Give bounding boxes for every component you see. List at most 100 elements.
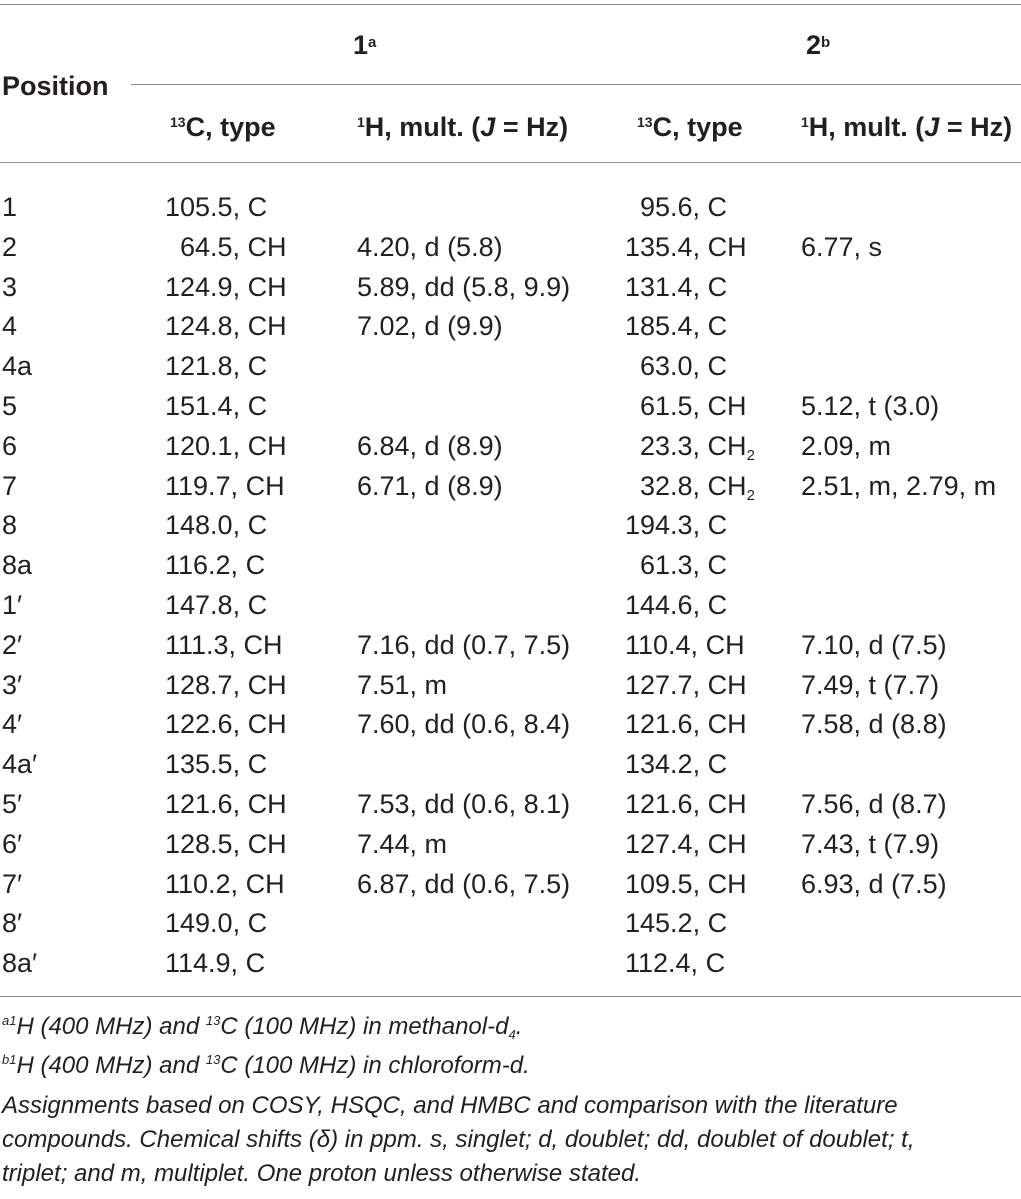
cell-position: 1: [2, 188, 17, 228]
cell-c13-compound-2: 194.3, C: [625, 506, 727, 546]
cell-position-text: 4a: [2, 351, 33, 382]
header-c13-type-1: 13C, type: [170, 112, 276, 142]
cell-c13-compound-2-text: 134.2, C: [625, 749, 728, 780]
cell-c13-compound-2: 112.4, C: [625, 944, 725, 984]
table-row: 2′ 111.3, CH 7.16, dd (0.7, 7.5) 110.4, CH 7…: [0, 626, 1021, 666]
cell-position: 3: [2, 268, 17, 308]
subscript: 2: [746, 486, 755, 504]
table-row: 4a′ 135.5, C 134.2, C: [0, 745, 1021, 785]
cell-c13-compound-1: 105.5, C: [165, 188, 267, 228]
cell-c13-compound-1: 147.8, C: [165, 586, 267, 626]
cell-c13-compound-1: 114.9, C: [165, 944, 265, 984]
cell-position: 4: [2, 307, 17, 347]
cell-c13-compound-1: 122.6, CH: [165, 705, 287, 745]
cell-c13-compound-2-text: 127.4, CH: [625, 828, 747, 859]
header-compound-2: 2b: [806, 30, 831, 60]
cell-position: 6: [2, 427, 17, 467]
cell-h1-compound-2: 5.12, t (3.0): [801, 387, 939, 427]
cell-c13-compound-1: 128.5, CH: [165, 825, 287, 865]
cell-c13-compound-2: 135.4, CH: [625, 228, 747, 268]
cell-position: 7′: [2, 865, 22, 905]
header-compound-1: 1a: [353, 30, 377, 60]
cell-position-text: 8: [2, 510, 18, 541]
table-row: 8′ 149.0, C 145.2, C: [0, 904, 1021, 944]
cell-c13-compound-2-text: 61.3, C: [640, 550, 728, 581]
cell-h1-compound-2-text: 7.56, d (8.7): [801, 788, 947, 819]
cell-c13-compound-2-text: 194.3, C: [625, 510, 728, 541]
cell-position: 4′: [2, 705, 22, 745]
bottom-rule: [0, 996, 1021, 997]
cell-h1-compound-1-text: 7.53, dd (0.6, 8.1): [357, 788, 571, 819]
cell-c13-compound-2-text: 32.8, CH: [640, 470, 747, 501]
cell-h1-compound-1: 7.44, m: [357, 825, 447, 865]
cell-h1-compound-1-text: 7.16, dd (0.7, 7.5): [357, 629, 571, 660]
table-body: 1 105.5, C 95.6, C 2 64.5, CH 4.20, d (5.8) 13…: [0, 188, 1021, 984]
cell-h1-compound-1-text: 5.89, dd (5.8, 9.9): [357, 271, 571, 302]
cell-c13-compound-2: 61.3, C: [640, 546, 727, 586]
table-row: 7 119.7, CH 6.71, d (8.9) 32.8, CH2 2.51, m,…: [0, 467, 1021, 507]
cell-h1-compound-2-text: 6.93, d (7.5): [801, 868, 947, 899]
cell-h1-compound-2-text: 7.58, d (8.8): [801, 709, 947, 740]
cell-c13-compound-2-text: 145.2, C: [625, 908, 728, 939]
cell-h1-compound-2: 7.10, d (7.5): [801, 626, 947, 666]
cell-h1-compound-1: 7.60, dd (0.6, 8.4): [357, 705, 570, 745]
cell-h1-compound-2: 7.49, t (7.7): [801, 666, 939, 706]
cell-c13-compound-1-text: 128.7, CH: [165, 669, 287, 700]
footnote-a: a1H (400 MHz) and 13C (100 MHz) in metha…: [2, 1013, 523, 1042]
cell-h1-compound-2-text: 6.77, s: [801, 231, 883, 262]
cell-c13-compound-1-text: 147.8, C: [165, 589, 268, 620]
cell-h1-compound-2: 7.58, d (8.8): [801, 705, 947, 745]
cell-position: 2′: [2, 626, 22, 666]
cell-c13-compound-1: 64.5, CH: [180, 228, 287, 268]
cell-position-text: 1′: [2, 589, 23, 620]
cell-c13-compound-1: 135.5, C: [165, 745, 267, 785]
cell-c13-compound-2: 145.2, C: [625, 904, 727, 944]
cell-c13-compound-1-text: 105.5, C: [165, 192, 268, 222]
cell-c13-compound-1-text: 148.0, C: [165, 510, 268, 541]
cell-c13-compound-1-text: 120.1, CH: [165, 430, 287, 461]
table-row: 3 124.9, CH 5.89, dd (5.8, 9.9) 131.4, C: [0, 268, 1021, 308]
cell-c13-compound-1: 121.8, C: [165, 347, 267, 387]
cell-c13-compound-1-text: 111.3, CH: [165, 629, 283, 660]
table-row: 8a′ 114.9, C 112.4, C: [0, 944, 1021, 984]
cell-h1-compound-1-text: 4.20, d (5.8): [357, 231, 503, 262]
cell-h1-compound-1: 7.53, dd (0.6, 8.1): [357, 785, 570, 825]
cell-position: 8a′: [2, 944, 37, 984]
cell-position: 4a′: [2, 745, 37, 785]
table-row: 2 64.5, CH 4.20, d (5.8) 135.4, CH 6.77, s: [0, 228, 1021, 268]
cell-c13-compound-1-text: 64.5, CH: [180, 231, 287, 262]
cell-c13-compound-1: 149.0, C: [165, 904, 267, 944]
cell-position-text: 2′: [2, 629, 23, 660]
cell-c13-compound-2: 61.5, CH: [640, 387, 747, 427]
cell-c13-compound-1-text: 110.2, CH: [165, 868, 285, 899]
cell-c13-compound-1-text: 121.8, C: [165, 351, 268, 382]
cell-c13-compound-1: 116.2, C: [165, 546, 265, 586]
top-rule: [0, 4, 1021, 5]
cell-h1-compound-1-text: 7.60, dd (0.6, 8.4): [357, 709, 571, 740]
cell-position: 8a: [2, 546, 32, 586]
cell-position-text: 3′: [2, 669, 23, 700]
header-position: Position: [2, 71, 109, 101]
cell-c13-compound-2-text: 144.6, C: [625, 589, 728, 620]
cell-c13-compound-1: 124.9, CH: [165, 268, 287, 308]
cell-position: 3′: [2, 666, 22, 706]
cell-h1-compound-2-text: 7.43, t (7.9): [801, 828, 940, 859]
cell-c13-compound-1-text: 149.0, C: [165, 908, 268, 939]
cell-position: 5: [2, 387, 17, 427]
cell-c13-compound-2-text: 95.6, C: [640, 192, 728, 222]
cell-c13-compound-1: 120.1, CH: [165, 427, 287, 467]
cell-h1-compound-1: 5.89, dd (5.8, 9.9): [357, 268, 570, 308]
cell-h1-compound-2: 7.56, d (8.7): [801, 785, 947, 825]
cell-c13-compound-1-text: 114.9, C: [165, 948, 266, 979]
cell-c13-compound-2-text: 127.7, CH: [625, 669, 747, 700]
cell-position-text: 2: [2, 231, 18, 262]
cell-h1-compound-1-text: 7.51, m: [357, 669, 448, 700]
cell-h1-compound-2: 2.51, m, 2.79, m: [801, 467, 996, 507]
header-c13-type-2: 13C, type: [637, 112, 743, 142]
cell-h1-compound-1-text: 6.71, d (8.9): [357, 470, 503, 501]
cell-c13-compound-1-text: 151.4, C: [165, 390, 268, 421]
cell-c13-compound-2: 95.6, C: [640, 188, 727, 228]
cell-h1-compound-1: 7.16, dd (0.7, 7.5): [357, 626, 570, 666]
cell-h1-compound-2-text: 2.09, m: [801, 430, 892, 461]
cell-h1-compound-2: 6.93, d (7.5): [801, 865, 947, 905]
